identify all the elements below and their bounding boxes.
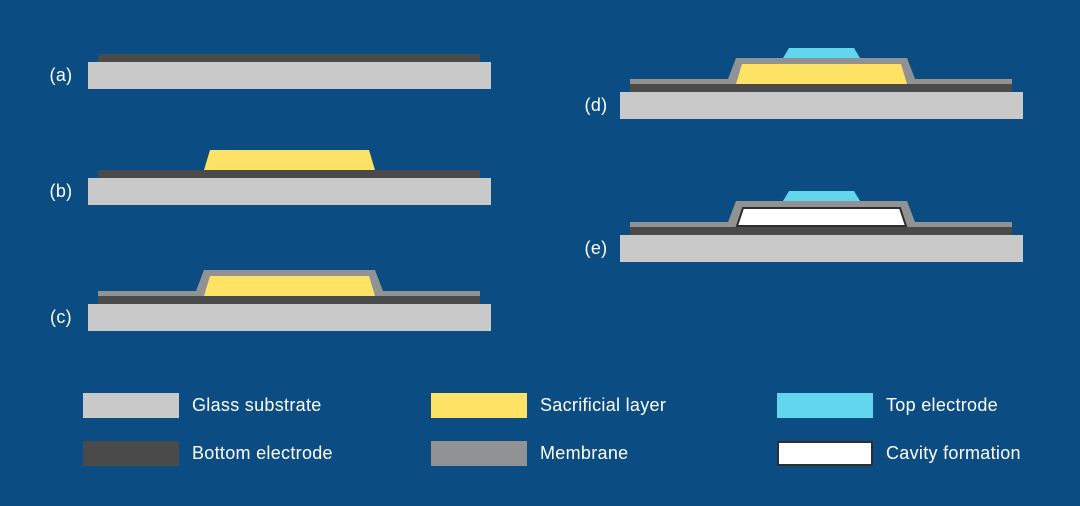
legend-label-bottom-electrode: Bottom electrode — [192, 443, 333, 463]
layer-bottom-electrode — [630, 227, 1012, 235]
legend-label-glass-substrate: Glass substrate — [192, 395, 322, 415]
layer-glass-substrate — [88, 304, 491, 331]
legend-swatch-bottom-electrode — [83, 441, 179, 466]
step-label-e: (e) — [584, 238, 608, 258]
step-label-c: (c) — [50, 307, 72, 327]
legend-swatch-glass-substrate — [83, 393, 179, 418]
legend-item-top-electrode: Top electrode — [777, 393, 998, 418]
layer-bottom-electrode — [98, 54, 480, 62]
legend-item-sacrificial-layer: Sacrificial layer — [431, 393, 666, 418]
legend-swatch-cavity-formation — [777, 441, 873, 466]
step-d-diagram — [620, 48, 1023, 119]
legend-swatch-membrane — [431, 441, 527, 466]
step-a-diagram — [88, 54, 491, 89]
layer-glass-substrate — [88, 62, 491, 89]
legend-label-sacrificial-layer: Sacrificial layer — [540, 395, 667, 415]
legend-item-membrane: Membrane — [431, 441, 628, 466]
legend-label-membrane: Membrane — [540, 443, 629, 463]
step-label-d: (d) — [584, 95, 608, 115]
layer-bottom-electrode — [630, 84, 1012, 92]
legend-swatch-top-electrode — [777, 393, 873, 418]
layer-sacrificial — [204, 150, 375, 170]
legend-swatch-sacrificial-layer — [431, 393, 527, 418]
layer-sacrificial — [736, 64, 907, 84]
legend-item-cavity-formation: Cavity formation — [777, 441, 1021, 466]
legend-item-glass-substrate: Glass substrate — [83, 393, 322, 418]
legend-label-cavity-formation: Cavity formation — [886, 443, 1021, 463]
step-c-diagram — [88, 270, 491, 331]
layer-glass-substrate — [620, 235, 1023, 262]
legend-item-bottom-electrode: Bottom electrode — [83, 441, 333, 466]
layer-bottom-electrode — [98, 296, 480, 304]
layer-sacrificial — [204, 276, 375, 296]
step-label-b: (b) — [49, 181, 73, 201]
layer-cavity — [735, 207, 908, 227]
layer-glass-substrate — [620, 92, 1023, 119]
step-label-a: (a) — [49, 65, 73, 85]
step-e-diagram — [620, 191, 1023, 262]
layer-glass-substrate — [88, 178, 491, 205]
layer-top-electrode — [783, 48, 860, 58]
layer-top-electrode — [783, 191, 860, 201]
step-b-diagram — [88, 150, 491, 205]
legend-label-top-electrode: Top electrode — [886, 395, 998, 415]
layer-bottom-electrode — [98, 170, 480, 178]
